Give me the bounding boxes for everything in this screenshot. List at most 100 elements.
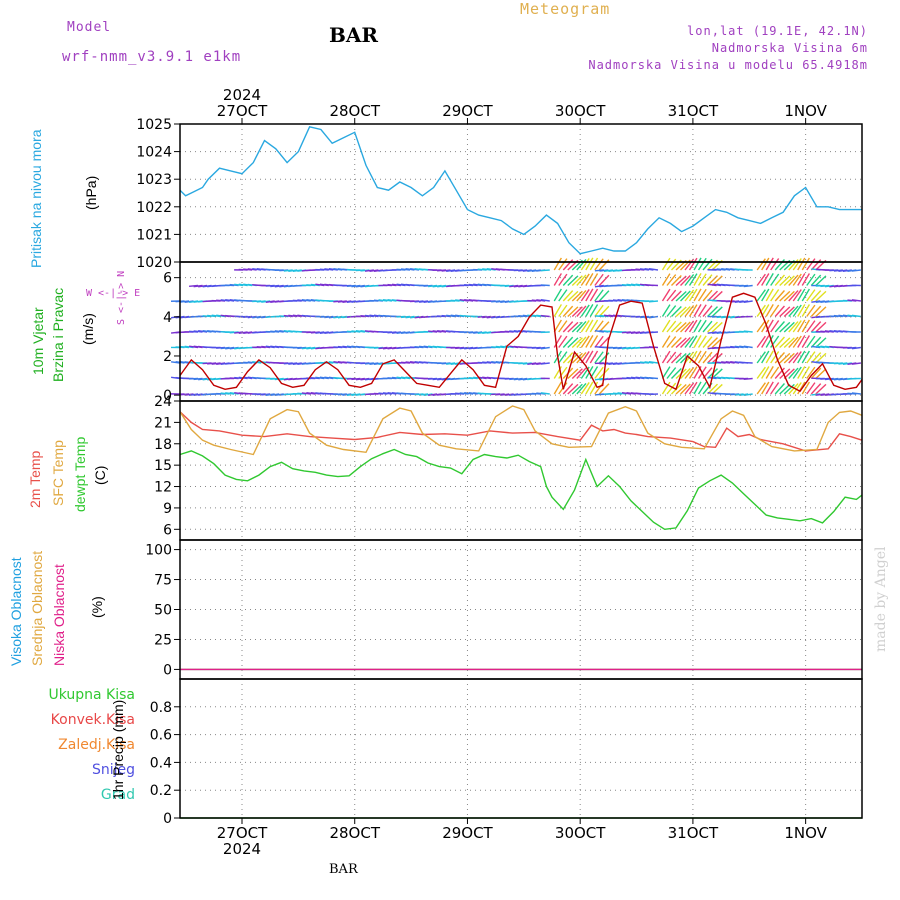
wind-arrow [576,258,587,271]
wind-arrow [765,257,774,271]
y-tick-label: 75 [154,573,172,589]
wind-arrow [806,335,816,348]
wind-arrow [743,284,753,288]
x-date-label-top: 31OCT [668,102,719,120]
wind-arrow [684,336,695,348]
panel-frame [179,400,863,541]
wind-arrow [783,352,795,364]
wind-arrow [562,336,574,348]
wind-arrow [743,377,753,381]
wind-arrow [594,382,604,395]
wind-arrow [761,381,770,395]
wind-arrow [680,352,691,364]
wind-arrow [553,335,562,348]
wind-arrow [702,320,713,333]
wind-arrow [783,337,795,349]
wind-arrow [788,321,799,333]
wind-arrow [571,290,583,302]
wind-arrow [571,368,583,380]
wind-arrow [779,368,791,380]
model-label: Model [67,20,112,35]
frozen-precip-label: Zaledj.Kisa [58,737,135,753]
wind-arrow [697,335,707,348]
wind-arrow [567,290,579,302]
wind-arrow [797,366,806,379]
station-title: BAR [329,23,379,47]
wind-arrow [702,258,713,271]
model-elevation: Nadmorska Visina u modelu 65.4918m [588,58,868,72]
wind-arrow [693,257,702,271]
wind-arrow [851,362,861,365]
wind-arrow [675,337,687,349]
wind-arrow [675,306,687,318]
wind-arrow [562,305,574,317]
wind-arrow [680,274,691,286]
y-tick-label: 1022 [136,200,172,216]
wind-arrow [756,320,766,333]
panel-frame [179,678,863,819]
wind-arrow [675,383,687,395]
y-tick-label: 25 [154,632,172,648]
wind-arrow [580,289,590,302]
wind-arrow [666,274,677,286]
wind-arrow [661,366,671,379]
wind-arrow [585,273,594,286]
wind-arrow [707,337,719,348]
wind-arrow [670,321,682,333]
wind-arrow [598,290,610,302]
wind-arrow [684,367,695,379]
wind-arrow [675,275,687,287]
y-tick-label: 0 [163,811,172,827]
wind-arrow [562,274,574,286]
wind-arrow [779,290,791,302]
wind-arrow [540,314,550,318]
wind-arrow [225,270,234,271]
wind-arrow [815,290,827,302]
wind-arrow [765,273,774,286]
wind-arrow [589,273,599,286]
wind-arrow [688,257,698,271]
wind-arrow [806,366,816,379]
wind-arrow [675,321,687,333]
wind-arrow [180,269,189,270]
wind-arrow [558,320,568,333]
wind-arrow [670,368,682,379]
wind-arrow [693,335,702,348]
x-date-label-top: 29OCT [442,102,493,120]
wind-arrow [756,289,766,302]
wind-arrow [576,305,587,317]
wind-arrow [185,269,194,270]
wind-arrow [774,321,785,333]
wind-arrow [666,320,677,333]
meteogram-title: Meteogram [520,0,611,18]
wind-arrow [585,319,594,333]
x-date-label-top: 27OCT [217,102,268,120]
wind-arrow [765,366,774,379]
wind-arrow [562,321,574,333]
wind-arrow [666,351,677,364]
wind-arrow [558,273,568,286]
wind-arrow [761,350,770,364]
wind-arrow [774,274,785,286]
wind-arrow [675,352,687,364]
wind-arrow [661,273,671,286]
wind-arrow [666,258,677,271]
wind-arrow [661,304,671,317]
wind-arrow [680,305,691,317]
wind-arrow [761,304,770,317]
wind-arrow [788,274,799,286]
wind-arrow [770,335,780,348]
y-tick-label: 50 [154,603,172,619]
y-tick-label: 2 [163,349,172,365]
wind-arrow [806,320,816,333]
wind-arrow [765,350,774,364]
wind-arrow [770,382,780,395]
wind-arrow [806,273,816,286]
wind-arrow [810,305,822,317]
panel-clouds: 0 25 50 75 100 [145,539,863,680]
wind-arrow [684,274,695,286]
wind-arrow [670,337,682,348]
wind-arrow [594,258,604,271]
y-tick-label: 15 [154,458,172,474]
wind-arrow [203,270,212,271]
